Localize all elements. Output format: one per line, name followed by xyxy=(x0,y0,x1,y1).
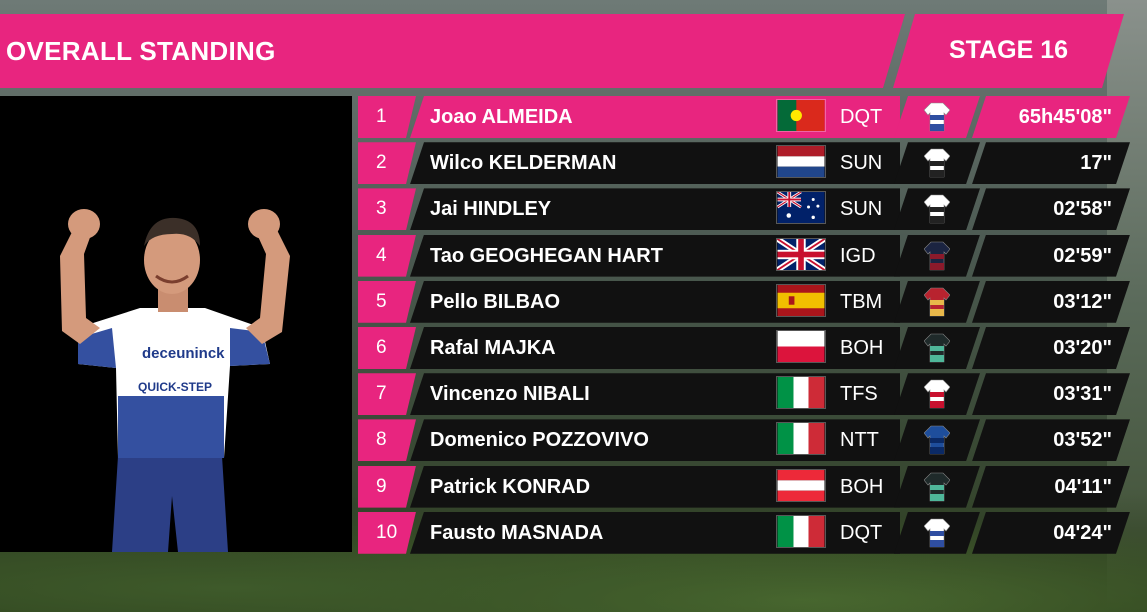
rider-name: Domenico POZZOVIVO xyxy=(410,419,900,462)
position-number: 9 xyxy=(358,466,416,508)
team-jersey xyxy=(894,142,980,184)
rider-name: Jai HINDLEY xyxy=(410,188,900,231)
rider-image: deceuninck QUICK-STEP xyxy=(60,209,290,552)
stage-badge xyxy=(893,14,1124,88)
time-gap: 17" xyxy=(972,142,1130,184)
team-jersey xyxy=(894,235,980,277)
time-gap: 02'59" xyxy=(972,235,1130,277)
team-code: BOH xyxy=(840,475,884,498)
standings-row: 10 Fausto MASNADA DQT 04'24" xyxy=(358,511,1130,554)
standings-row: 8 Domenico POZZOVIVO NTT 03'52" xyxy=(358,419,1130,462)
position-number: 8 xyxy=(358,419,416,461)
team-code: NTT xyxy=(840,429,879,452)
team-jersey-icon xyxy=(924,379,950,409)
team-jersey-icon xyxy=(924,241,950,271)
team-jersey xyxy=(894,188,980,230)
standings-row: 1 Joao ALMEIDA DQT 65h45'08" xyxy=(358,96,1130,138)
standings-row: 4 Tao GEOGHEGAN HART IGD 02'59" xyxy=(358,234,1130,277)
team-jersey-icon xyxy=(924,148,950,178)
time-gap: 04'11" xyxy=(972,466,1130,508)
standings-row: 9 Patrick KONRAD BOH 04'11" xyxy=(358,465,1130,508)
rider-name: Fausto MASNADA xyxy=(410,511,900,554)
time-gap: 02'58" xyxy=(972,188,1130,230)
italy-flag-icon xyxy=(776,376,826,410)
team-jersey-icon xyxy=(924,425,950,455)
team-code: TBM xyxy=(840,290,883,313)
standings-row: 3 Jai HINDLEY SUN 02'58" xyxy=(358,188,1130,231)
time-gap: 03'31" xyxy=(972,373,1130,415)
team-code: SUN xyxy=(840,152,883,175)
netherlands-flag-icon xyxy=(776,145,826,179)
position-number: 4 xyxy=(358,235,416,277)
page-title: OVERALL STANDING xyxy=(6,36,276,66)
team-code: DQT xyxy=(840,521,883,544)
rider-name: Vincenzo NIBALI xyxy=(410,373,900,416)
rider-name: Rafal MAJKA xyxy=(410,327,900,369)
team-jersey xyxy=(894,419,980,461)
position-number: 3 xyxy=(358,188,416,230)
header-bar xyxy=(0,14,905,88)
team-jersey xyxy=(894,327,980,369)
stage-label: STAGE 16 xyxy=(948,36,1069,64)
time-gap: 04'24" xyxy=(972,512,1130,554)
position-number: 10 xyxy=(358,512,416,554)
rider-name: Pello BILBAO xyxy=(410,280,900,323)
team-jersey xyxy=(894,466,980,508)
time-gap: 03'52" xyxy=(972,419,1130,461)
team-jersey-icon xyxy=(924,518,950,548)
time-gap: 03'20" xyxy=(972,327,1130,369)
rider-name: Patrick KONRAD xyxy=(410,465,900,508)
italy-flag-icon xyxy=(776,422,826,456)
italy-flag-icon xyxy=(776,514,826,548)
team-code: SUN xyxy=(840,198,883,221)
rider-photo: deceuninck QUICK-STEP xyxy=(0,96,352,552)
standings-row: 2 Wilco KELDERMAN SUN 17" xyxy=(358,142,1130,185)
position-number: 7 xyxy=(358,373,416,415)
team-code: TFS xyxy=(840,383,878,406)
team-jersey-icon xyxy=(924,472,950,502)
position-number: 2 xyxy=(358,142,416,184)
team-jersey-icon xyxy=(924,102,950,132)
team-jersey-icon xyxy=(924,194,950,224)
team-code: IGD xyxy=(840,244,876,267)
standings-row: 5 Pello BILBAO TBM 03'12" xyxy=(358,280,1130,323)
team-code: DQT xyxy=(840,106,883,128)
team-code: BOH xyxy=(840,337,884,359)
time-gap: 03'12" xyxy=(972,281,1130,323)
position-number: 5 xyxy=(358,281,416,323)
team-jersey-icon xyxy=(924,287,950,317)
united-kingdom-flag-icon xyxy=(776,237,826,271)
rider-name: Wilco KELDERMAN xyxy=(410,142,900,185)
time-gap: 65h45'08" xyxy=(972,96,1130,138)
team-jersey xyxy=(894,373,980,415)
poland-flag-icon xyxy=(776,330,826,363)
australia-flag-icon xyxy=(776,191,826,225)
team-jersey xyxy=(894,96,980,138)
rider-name: Tao GEOGHEGAN HART xyxy=(410,234,900,277)
position-number: 6 xyxy=(358,327,416,369)
team-jersey xyxy=(894,512,980,554)
jersey-text: deceuninck xyxy=(142,345,225,362)
team-jersey xyxy=(894,281,980,323)
rider-name: Joao ALMEIDA xyxy=(410,96,900,138)
standings-row: 6 Rafal MAJKA BOH 03'20" xyxy=(358,327,1130,369)
portugal-flag-icon xyxy=(776,99,826,132)
jersey-text-2: QUICK-STEP xyxy=(138,380,212,394)
standings-row: 7 Vincenzo NIBALI TFS 03'31" xyxy=(358,373,1130,416)
spain-flag-icon xyxy=(776,283,826,317)
austria-flag-icon xyxy=(776,468,826,502)
position-number: 1 xyxy=(358,96,416,138)
team-jersey-icon xyxy=(924,333,950,363)
